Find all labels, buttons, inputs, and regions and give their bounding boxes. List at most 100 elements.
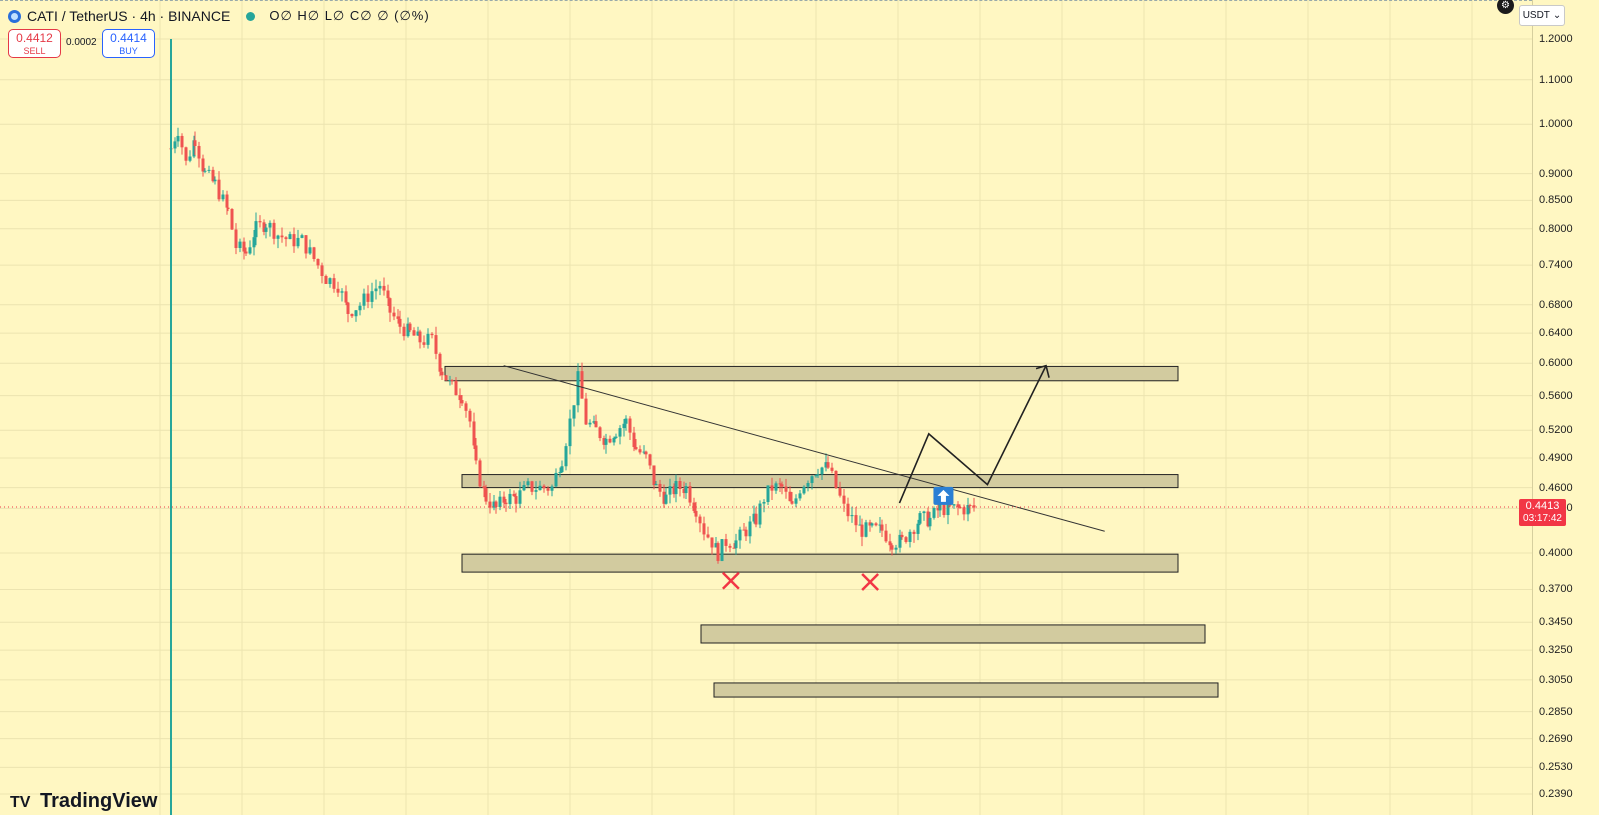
price-tick-label: 0.2690 xyxy=(1539,732,1573,745)
candle-body xyxy=(778,483,782,485)
candle-body xyxy=(434,335,438,354)
candle-body xyxy=(966,505,970,515)
candle-body xyxy=(262,222,266,232)
candle-body xyxy=(374,288,378,292)
chevron-down-icon: ⌄ xyxy=(1552,10,1562,21)
price-tick-label: 0.8000 xyxy=(1539,222,1573,235)
candle-body xyxy=(225,194,229,208)
candle-body xyxy=(530,481,534,492)
candle-body xyxy=(396,316,400,319)
price-tick-label: 0.4900 xyxy=(1539,452,1573,465)
currency-select[interactable]: USDT ⌄ xyxy=(1519,5,1565,26)
sell-button[interactable]: 0.4412 SELL xyxy=(8,29,61,58)
candle-body xyxy=(350,313,354,317)
candle-body xyxy=(922,511,926,514)
chart-area[interactable] xyxy=(0,0,1532,815)
price-tick-label: 0.6800 xyxy=(1539,298,1573,311)
candle-body xyxy=(426,333,430,345)
candle-body xyxy=(598,427,602,439)
projection-path xyxy=(898,365,1047,504)
candle-body xyxy=(604,438,608,445)
candle-body xyxy=(826,462,830,468)
sr-zone xyxy=(444,365,1179,382)
candle-body xyxy=(868,522,872,526)
buy-button[interactable]: 0.4414 BUY xyxy=(102,29,155,58)
candle-body xyxy=(438,353,442,372)
candle-body xyxy=(370,291,374,302)
candle-body xyxy=(418,331,422,343)
candle-body xyxy=(762,502,766,504)
candle-body xyxy=(320,265,324,276)
candle-body xyxy=(448,380,452,382)
candle-body xyxy=(340,291,344,293)
candle-body xyxy=(790,501,794,504)
gear-icon: ⚙ xyxy=(1501,0,1510,11)
candle-body xyxy=(508,493,512,505)
candle-body xyxy=(936,507,940,511)
candle-body xyxy=(201,158,205,172)
candle-body xyxy=(488,501,492,508)
price-tick-label: 0.4000 xyxy=(1539,547,1573,559)
candle-body xyxy=(316,258,320,266)
settings-button[interactable]: ⚙ xyxy=(1497,0,1514,14)
candle-body xyxy=(714,543,718,548)
candle-body xyxy=(774,483,778,491)
candle-body xyxy=(898,534,902,548)
candle-body xyxy=(806,483,810,487)
candle-body xyxy=(226,207,230,209)
chart-canvas[interactable] xyxy=(0,0,1532,815)
candle-body xyxy=(192,140,196,157)
candle-body xyxy=(312,247,316,259)
x-mark-icon xyxy=(721,571,740,590)
candle-body xyxy=(292,234,296,247)
candle-body xyxy=(382,285,386,291)
buy-label: BUY xyxy=(119,46,138,56)
candle-body xyxy=(706,534,710,538)
tradingview-logo[interactable]: TV TradingView xyxy=(10,790,157,813)
buy-price: 0.4414 xyxy=(110,31,147,45)
candle-body xyxy=(870,523,874,526)
projection-arrowhead xyxy=(1035,364,1050,378)
price-scale[interactable]: 1.2000 1.1000 1.0000 0.9000 0.8500 0.8000 0.74… xyxy=(1532,0,1599,815)
candle-body xyxy=(678,481,682,490)
candle-body xyxy=(874,523,878,526)
price-tick-label: 0.2390 xyxy=(1539,787,1573,800)
candle-body xyxy=(780,484,784,487)
candle-body xyxy=(956,504,960,508)
price-tick-label: 0.5600 xyxy=(1539,389,1573,402)
ohlc-values: O∅ H∅ L∅ C∅ ∅ (∅%) xyxy=(269,8,430,23)
candle-body xyxy=(422,342,426,345)
candle-body xyxy=(878,524,882,526)
candle-body xyxy=(412,330,416,336)
candle-body xyxy=(810,476,814,484)
candle-body xyxy=(860,524,864,537)
candle-body xyxy=(388,298,392,313)
candle-body xyxy=(514,496,518,504)
candle-body xyxy=(230,208,234,230)
candle-body xyxy=(336,288,340,293)
candle-body xyxy=(820,467,824,475)
candle-body xyxy=(366,293,370,302)
candle-body xyxy=(252,237,256,248)
currency-label: USDT xyxy=(1522,10,1550,21)
candle-body xyxy=(904,537,908,542)
candle-body xyxy=(632,432,636,448)
price-tick-label: 0.5200 xyxy=(1539,424,1573,437)
candle-body xyxy=(688,486,692,503)
candle-body xyxy=(454,380,458,396)
price-tick-label: 0.6000 xyxy=(1539,357,1573,370)
price-tick-label: 0.2850 xyxy=(1539,705,1573,718)
candle-body xyxy=(546,488,550,491)
candle-body xyxy=(300,235,304,238)
candle-body xyxy=(560,466,564,473)
candle-body xyxy=(958,507,962,509)
candle-body xyxy=(748,521,752,537)
candle-body xyxy=(952,504,956,506)
symbol-title[interactable]: CATI / TetherUS · 4h · BINANCE xyxy=(27,8,231,24)
price-tick-label: 0.3450 xyxy=(1539,616,1573,629)
candle-body xyxy=(518,490,522,504)
candle-body xyxy=(644,451,648,455)
candle-body xyxy=(912,531,916,534)
candle-body xyxy=(588,422,592,425)
candle-body xyxy=(710,537,714,548)
